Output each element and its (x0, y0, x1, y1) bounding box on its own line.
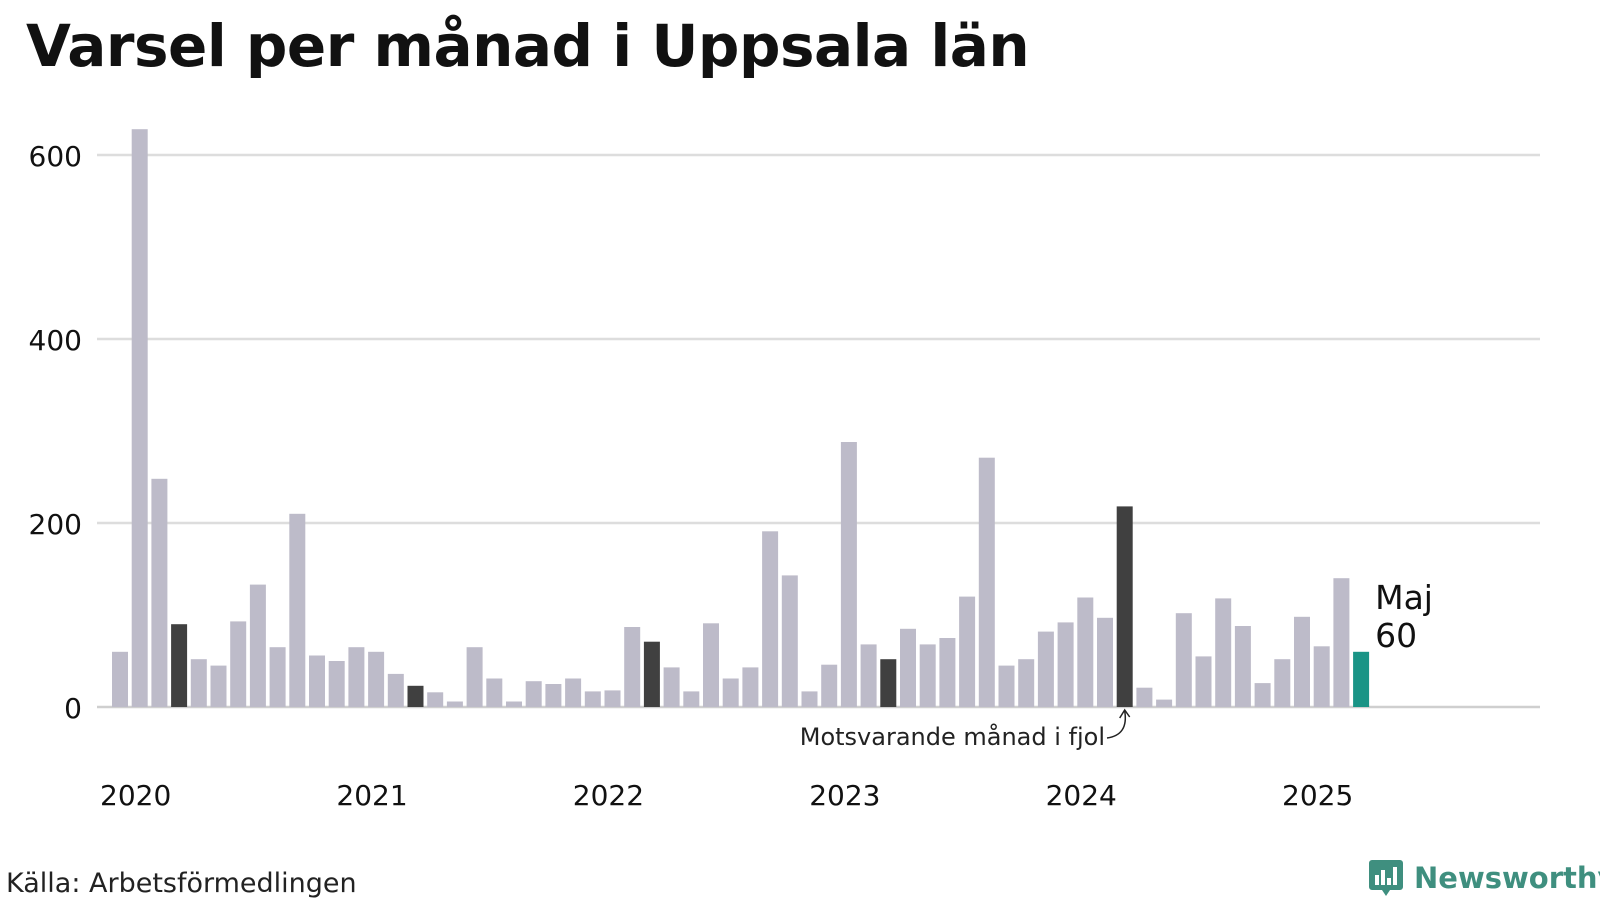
bar (900, 628, 916, 707)
bar (1175, 613, 1192, 707)
bar (781, 575, 798, 707)
bar (1077, 597, 1094, 707)
bar (1136, 687, 1153, 707)
x-tick-label: 2024 (1046, 779, 1117, 812)
bar (171, 624, 188, 707)
bar (1156, 699, 1173, 707)
annotation-arrow (1106, 710, 1127, 739)
bar (328, 661, 345, 707)
brand-logo: Newsworthy (1368, 858, 1600, 898)
bar-chart-badge-icon (1369, 860, 1403, 896)
bar (643, 641, 660, 707)
bar (584, 691, 601, 707)
bar (821, 664, 838, 707)
bar (1018, 659, 1035, 707)
bar (466, 647, 483, 707)
bar (762, 531, 779, 707)
current-value-label: 60 (1375, 616, 1417, 655)
x-tick-label: 2020 (100, 779, 171, 812)
bar (998, 665, 1015, 707)
bar (1097, 617, 1113, 707)
x-tick-label: 2022 (573, 779, 644, 812)
annotations: Maj 60 Motsvarande månad i fjol (800, 578, 1433, 751)
annotation-arrowhead (1119, 708, 1131, 719)
bar (368, 651, 385, 707)
bar (1333, 578, 1350, 707)
chart-title: Varsel per månad i Uppsala län (26, 12, 1030, 80)
bar (801, 691, 818, 707)
bar (959, 596, 976, 707)
bar (309, 655, 325, 707)
bar (604, 690, 621, 707)
bar (840, 442, 857, 707)
bar (978, 457, 995, 707)
bar (269, 647, 286, 707)
bar (446, 701, 463, 707)
bar (407, 685, 424, 707)
y-axis-labels: 0 200 400 600 (29, 140, 82, 725)
bar (506, 701, 522, 707)
bar (249, 584, 266, 707)
x-tick-label: 2023 (809, 779, 880, 812)
y-tick-label: 200 (29, 508, 82, 541)
bar (880, 659, 897, 707)
bar (624, 627, 641, 707)
bar (151, 478, 168, 707)
bar (1254, 683, 1271, 707)
bar (1353, 651, 1370, 707)
bar (703, 623, 719, 707)
bars (112, 129, 1370, 707)
bar (1195, 656, 1212, 707)
gridlines (97, 153, 1540, 709)
current-month-label: Maj (1375, 578, 1433, 617)
bar (565, 678, 582, 707)
bar (1294, 616, 1310, 707)
bar (1116, 506, 1133, 707)
bar (919, 644, 936, 707)
y-tick-label: 400 (29, 324, 82, 357)
x-axis-labels: 2020 2021 2022 2023 2024 2025 (100, 779, 1353, 812)
brand-name: Newsworthy (1414, 861, 1600, 895)
bar (939, 638, 956, 707)
bar (210, 665, 227, 707)
bar (683, 691, 700, 707)
bar (486, 678, 503, 707)
bar (348, 647, 365, 707)
bar (1274, 659, 1291, 707)
source-note: Källa: Arbetsförmedlingen (6, 868, 357, 899)
bar (1037, 631, 1054, 707)
bar (427, 692, 444, 707)
bar (230, 621, 247, 707)
bar (1313, 646, 1330, 707)
y-tick-label: 600 (29, 140, 82, 173)
bar (525, 681, 542, 707)
bar (860, 644, 877, 707)
bar (1234, 626, 1251, 707)
bar (131, 129, 148, 707)
bar (742, 667, 759, 707)
bar (387, 673, 404, 707)
bar (190, 659, 207, 707)
bar (722, 678, 739, 707)
bar (112, 651, 128, 707)
x-tick-label: 2025 (1282, 779, 1353, 812)
same-month-last-year-annotation: Motsvarande månad i fjol (800, 722, 1105, 751)
y-tick-label: 0 (64, 692, 82, 725)
bar (1215, 598, 1232, 707)
bar (545, 684, 562, 707)
bar (289, 513, 306, 707)
bar (1057, 622, 1074, 707)
bar (663, 667, 680, 707)
x-tick-label: 2021 (336, 779, 407, 812)
